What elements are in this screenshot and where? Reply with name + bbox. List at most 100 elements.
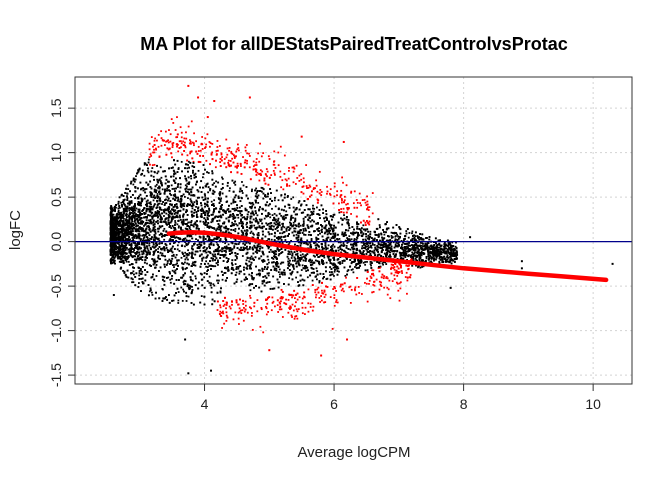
point xyxy=(342,242,345,245)
point xyxy=(382,256,385,258)
point xyxy=(131,214,134,217)
point xyxy=(334,266,337,269)
point xyxy=(207,191,210,194)
significant-point xyxy=(345,276,347,279)
point xyxy=(191,254,193,257)
point xyxy=(360,241,363,244)
point xyxy=(217,264,219,266)
point xyxy=(279,232,281,235)
point xyxy=(279,224,281,227)
point xyxy=(147,158,150,161)
point xyxy=(359,252,362,255)
point xyxy=(157,247,159,250)
point xyxy=(184,184,187,187)
point xyxy=(337,241,340,244)
point xyxy=(235,223,238,226)
point xyxy=(358,249,361,252)
point xyxy=(366,269,369,272)
point xyxy=(318,248,321,251)
point xyxy=(190,177,193,180)
point xyxy=(422,245,425,248)
point xyxy=(310,271,313,274)
point xyxy=(161,252,164,255)
point xyxy=(228,232,231,234)
point xyxy=(118,260,121,263)
point xyxy=(191,252,194,255)
point xyxy=(337,246,340,249)
point xyxy=(314,244,317,247)
point xyxy=(350,269,353,271)
point xyxy=(362,261,365,264)
point xyxy=(149,214,152,217)
point xyxy=(368,237,371,240)
point xyxy=(273,199,276,202)
significant-point xyxy=(291,296,293,299)
point xyxy=(224,242,227,245)
point xyxy=(429,254,432,257)
point xyxy=(120,213,122,216)
point xyxy=(174,220,177,222)
point xyxy=(205,265,208,268)
point xyxy=(210,282,212,285)
point xyxy=(123,247,126,250)
point xyxy=(318,263,321,266)
point xyxy=(187,249,189,252)
point xyxy=(120,211,123,214)
point xyxy=(301,264,304,267)
point xyxy=(389,255,392,258)
point xyxy=(360,260,363,263)
point xyxy=(156,197,159,200)
point xyxy=(384,245,387,248)
point xyxy=(405,252,408,255)
point xyxy=(192,225,195,228)
point xyxy=(364,228,367,231)
point xyxy=(213,199,216,202)
point xyxy=(119,221,122,224)
point xyxy=(367,234,370,237)
point xyxy=(346,241,349,244)
point xyxy=(369,246,372,248)
point xyxy=(177,299,180,302)
point xyxy=(213,182,216,185)
significant-point xyxy=(192,160,195,163)
point xyxy=(450,257,453,260)
point xyxy=(388,246,391,249)
point xyxy=(155,249,158,251)
point xyxy=(184,218,187,221)
point xyxy=(155,183,158,186)
point xyxy=(195,238,197,241)
point xyxy=(332,266,335,269)
point xyxy=(337,267,340,270)
significant-point xyxy=(151,164,154,167)
point xyxy=(189,276,192,278)
significant-point xyxy=(394,271,397,274)
point xyxy=(412,257,415,260)
point xyxy=(233,207,236,210)
point xyxy=(141,222,144,225)
significant-point xyxy=(264,173,267,175)
point xyxy=(455,241,457,244)
point xyxy=(138,282,140,284)
point xyxy=(173,170,176,173)
point xyxy=(210,226,213,229)
point xyxy=(140,243,143,246)
point xyxy=(234,238,237,241)
point xyxy=(237,210,240,212)
point xyxy=(310,238,313,240)
significant-point xyxy=(237,164,240,167)
point xyxy=(442,256,444,259)
point xyxy=(144,203,147,206)
point xyxy=(374,248,377,250)
point xyxy=(125,212,128,215)
point xyxy=(123,198,126,201)
point xyxy=(190,220,193,222)
significant-point xyxy=(332,288,335,290)
point xyxy=(209,189,211,192)
significant-point xyxy=(266,298,269,301)
point xyxy=(271,214,274,217)
point xyxy=(438,260,441,263)
point xyxy=(171,269,174,272)
point xyxy=(342,259,345,262)
significant-point xyxy=(177,150,180,153)
point xyxy=(330,237,333,239)
